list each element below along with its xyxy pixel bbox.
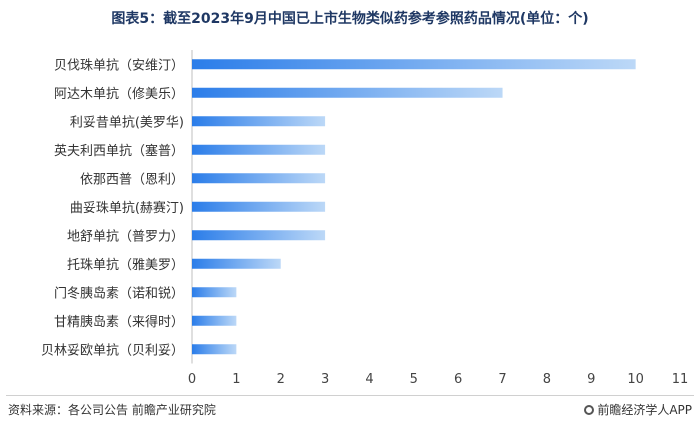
brand-logo-icon (584, 405, 595, 415)
category-label: 贝林妥欧单抗（贝利妥） (41, 343, 184, 358)
category-label: 甘精胰岛素（来得时） (54, 314, 184, 330)
category-label: 阿达木单抗（修美乐） (54, 87, 184, 102)
brand-label: 前瞻经济学人APP (584, 401, 692, 418)
bar (192, 201, 326, 212)
x-tick-label: 9 (587, 372, 595, 387)
x-tick-label: 6 (454, 372, 462, 387)
category-label: 托珠单抗（雅美罗） (67, 258, 184, 273)
bar (192, 59, 636, 70)
footer-divider (6, 395, 694, 396)
x-tick-label: 8 (543, 372, 551, 387)
x-tick-label: 0 (188, 372, 196, 387)
x-tick-label: 5 (410, 372, 418, 387)
bar-chart: 贝伐珠单抗（安维汀） 阿达木单抗（修美乐） 利妥昔单抗(美罗华) 英夫利西单抗（塞普）… (41, 50, 689, 387)
bar (192, 144, 326, 155)
brand-text: 前瞻经济学人APP (597, 403, 692, 417)
category-label: 门冬胰岛素（诺和锐） (54, 285, 184, 301)
bar (192, 230, 326, 241)
x-tick-label: 10 (627, 372, 644, 387)
bar (192, 344, 237, 355)
source-note: 资料来源：各公司公告 前瞻产业研究院 (8, 403, 216, 417)
bar (192, 258, 281, 269)
bar (192, 87, 503, 98)
category-label: 地舒单抗（普罗力） (67, 229, 184, 244)
category-label: 曲妥珠单抗(赫赛汀) (70, 200, 184, 216)
x-tick-label: 3 (321, 372, 329, 387)
bar (192, 173, 326, 184)
category-label: 贝伐珠单抗（安维汀） (54, 58, 184, 73)
category-label: 依那西普（恩利） (80, 172, 184, 187)
chart-title: 图表5：截至2023年9月中国已上市生物类似药参考参照药品情况(单位：个) (111, 11, 589, 27)
x-tick-label: 1 (232, 372, 240, 387)
bar (192, 116, 326, 127)
category-label: 利妥昔单抗(美罗华) (70, 115, 184, 130)
x-tick-label: 4 (365, 372, 373, 387)
bar (192, 315, 237, 326)
bar (192, 287, 237, 298)
x-tick-label: 11 (672, 372, 689, 387)
x-tick-label: 7 (498, 372, 506, 387)
category-label: 英夫利西单抗（塞普） (54, 143, 184, 159)
x-tick-label: 2 (277, 372, 285, 387)
